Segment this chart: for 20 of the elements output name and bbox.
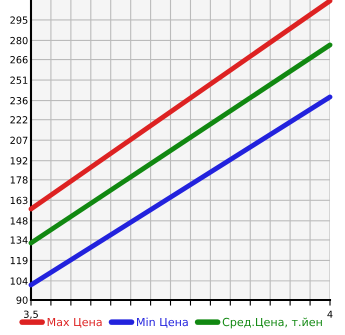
y-tick-label: 251 (10, 76, 28, 84)
legend-label: Min Цена (137, 318, 188, 328)
y-tick-label: 119 (10, 256, 28, 264)
y-tick-label: 104 (10, 277, 28, 285)
x-tick-label: 4 (327, 310, 333, 318)
y-tick-label: 192 (10, 157, 28, 164)
y-tick-label: 280 (10, 36, 28, 44)
y-tick-label: 295 (10, 16, 28, 24)
y-tick-label: 148 (10, 217, 28, 225)
y-tick-label: 90 (16, 296, 28, 304)
y-tick-label: 207 (10, 136, 28, 144)
legend-label: Сред.Цена, т.йен (222, 318, 322, 328)
legend-label: Max Цена (48, 318, 102, 328)
x-tick-label: 3,5 (24, 310, 38, 319)
y-tick-label: 266 (10, 56, 28, 64)
y-tick-label: 134 (10, 236, 28, 244)
y-tick-label: 178 (10, 176, 28, 184)
y-tick-label: 222 (10, 116, 28, 124)
y-tick-label: 236 (10, 97, 28, 104)
y-tick-label: 163 (10, 196, 28, 204)
